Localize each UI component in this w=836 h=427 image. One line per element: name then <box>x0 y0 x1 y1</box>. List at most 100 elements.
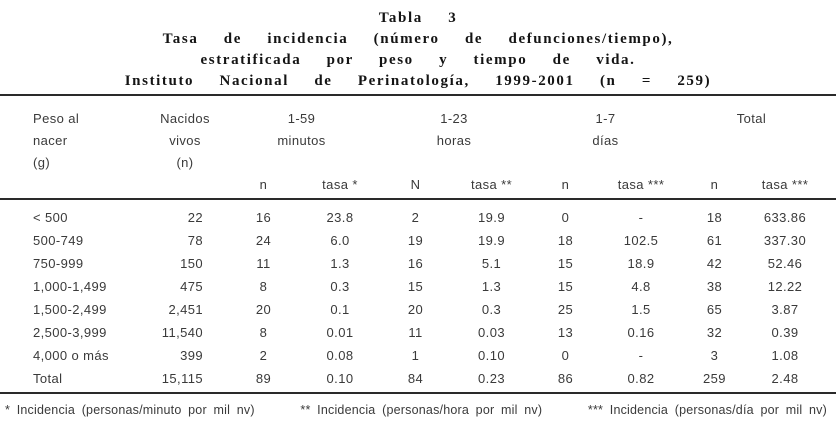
cell-n-total: 18 <box>706 210 723 225</box>
col-header-nacidos-l2: vivos <box>169 133 201 148</box>
cell-n-minutos: 89 <box>255 371 272 386</box>
cell-tasa-total: 2.48 <box>771 371 799 386</box>
table-body: < 500 22 16 23.8 2 19.9 0 - 18 633.86 50… <box>0 206 836 390</box>
header-row-1: Peso al Nacidos 1-59 1-23 1-7 Total <box>0 108 836 130</box>
cell-tasa-horas: 0.10 <box>478 348 505 363</box>
footnote-hora: ** Incidencia (personas/hora por mil nv) <box>300 403 543 417</box>
cell-n-dias: 13 <box>557 325 574 340</box>
divider-header <box>0 198 836 200</box>
cell-n-horas: 11 <box>408 325 423 340</box>
table-row: 750-999 150 11 1.3 16 5.1 15 18.9 42 52.… <box>0 252 836 275</box>
cell-tasa-horas: 19.9 <box>478 233 505 248</box>
cell-n-total: 42 <box>706 256 723 271</box>
cell-tasa-total: 633.86 <box>763 210 807 225</box>
cell-n-dias: 86 <box>557 371 574 386</box>
cell-tasa-minutos: 0.08 <box>326 348 354 363</box>
cell-tasa-total: 0.39 <box>771 325 799 340</box>
cell-peso: 4,000 o más <box>33 348 109 363</box>
subheader-tasa-dias: tasa *** <box>617 177 665 192</box>
subheader-n-minutos: n <box>259 177 268 192</box>
cell-n-dias: 25 <box>557 302 574 317</box>
cell-peso: 2,500-3,999 <box>33 325 107 340</box>
cell-peso: 1,000-1,499 <box>33 279 107 294</box>
cell-n-dias: 15 <box>557 256 574 271</box>
cell-n-total: 38 <box>706 279 723 294</box>
cell-n-total: 3 <box>710 348 719 363</box>
cell-n-horas: 20 <box>407 302 424 317</box>
table-title: Tabla 3 Tasa de incidencia (número de de… <box>0 8 836 92</box>
cell-n-total: 32 <box>706 325 723 340</box>
cell-tasa-dias: - <box>638 348 644 363</box>
cell-tasa-dias: 0.82 <box>627 371 655 386</box>
header-row-3: (g) (n) <box>0 152 836 174</box>
cell-nacidos: 11,540 <box>161 325 203 340</box>
subheader-tasa-horas: tasa ** <box>470 177 513 192</box>
subheader-tasa-minutos: tasa * <box>322 177 358 192</box>
cell-tasa-minutos: 0.01 <box>326 325 354 340</box>
table-row: < 500 22 16 23.8 2 19.9 0 - 18 633.86 <box>0 206 836 229</box>
table-row: 1,000-1,499 475 8 0.3 15 1.3 15 4.8 38 1… <box>0 275 836 298</box>
cell-n-minutos: 8 <box>259 325 268 340</box>
col-header-peso-l2: nacer <box>33 133 68 148</box>
divider-top <box>0 94 836 96</box>
cell-tasa-horas: 1.3 <box>481 279 502 294</box>
cell-tasa-minutos: 23.8 <box>326 210 354 225</box>
cell-peso: 1,500-2,499 <box>33 302 107 317</box>
subheader-n-total: n <box>710 177 719 192</box>
cell-tasa-minutos: 6.0 <box>330 233 350 248</box>
cell-tasa-total: 52.46 <box>767 256 803 271</box>
col-header-peso: Peso al <box>33 111 80 126</box>
cell-n-total: 65 <box>706 302 723 317</box>
cell-nacidos: 2,451 <box>168 302 203 317</box>
col-group-dias-l2: días <box>592 133 619 148</box>
cell-tasa-horas: 19.9 <box>478 210 505 225</box>
cell-nacidos: 475 <box>180 279 203 294</box>
col-group-minutos-l2: minutos <box>277 133 326 148</box>
cell-tasa-dias: 18.9 <box>627 256 655 271</box>
cell-peso: Total <box>33 371 63 386</box>
cell-tasa-minutos: 1.3 <box>330 256 350 271</box>
cell-peso: 500-749 <box>33 233 84 248</box>
cell-n-dias: 18 <box>557 233 574 248</box>
cell-nacidos: 399 <box>180 348 203 363</box>
cell-tasa-horas: 0.3 <box>481 302 502 317</box>
cell-n-dias: 0 <box>561 348 570 363</box>
cell-n-minutos: 8 <box>259 279 268 294</box>
table-row: 2,500-3,999 11,540 8 0.01 11 0.03 13 0.1… <box>0 321 836 344</box>
title-line-3: estratificada por peso y tiempo de vida. <box>200 52 636 68</box>
title-line-2: Tasa de incidencia (número de defuncione… <box>162 31 674 47</box>
footnotes: * Incidencia (personas/minuto por mil nv… <box>5 401 827 419</box>
cell-nacidos: 15,115 <box>161 371 203 386</box>
footnote-dia: *** Incidencia (personas/día por mil nv) <box>587 403 827 417</box>
cell-tasa-dias: - <box>638 210 644 225</box>
col-group-horas: 1-23 <box>440 111 468 126</box>
cell-tasa-horas: 5.1 <box>481 256 502 271</box>
cell-nacidos: 22 <box>187 210 203 225</box>
cell-tasa-dias: 102.5 <box>623 233 659 248</box>
subheader-n-dias: n <box>561 177 570 192</box>
footnote-minuto: * Incidencia (personas/minuto por mil nv… <box>5 403 255 417</box>
cell-nacidos: 150 <box>180 256 203 271</box>
divider-bottom <box>0 392 836 394</box>
col-header-nacidos: Nacidos <box>160 111 210 126</box>
cell-peso: 750-999 <box>33 256 84 271</box>
cell-tasa-horas: 0.23 <box>478 371 505 386</box>
cell-tasa-minutos: 0.1 <box>330 302 350 317</box>
cell-n-horas: 2 <box>411 210 420 225</box>
cell-tasa-total: 3.87 <box>771 302 799 317</box>
cell-n-horas: 1 <box>411 348 420 363</box>
cell-n-dias: 15 <box>557 279 574 294</box>
cell-n-horas: 19 <box>407 233 424 248</box>
cell-n-horas: 16 <box>407 256 424 271</box>
header-row-4: n tasa * N tasa ** n tasa *** n tasa *** <box>0 174 836 196</box>
table-header: Peso al Nacidos 1-59 1-23 1-7 Total nace… <box>0 108 836 196</box>
cell-n-total: 259 <box>703 371 726 386</box>
header-row-2: nacer vivos minutos horas días <box>0 130 836 152</box>
col-header-peso-unit: (g) <box>33 155 51 170</box>
subheader-n-horas: N <box>410 177 421 192</box>
cell-n-minutos: 16 <box>255 210 272 225</box>
cell-n-minutos: 24 <box>255 233 272 248</box>
cell-tasa-total: 337.30 <box>763 233 807 248</box>
col-group-dias: 1-7 <box>595 111 616 126</box>
table-row-total: Total 15,115 89 0.10 84 0.23 86 0.82 259… <box>0 367 836 390</box>
